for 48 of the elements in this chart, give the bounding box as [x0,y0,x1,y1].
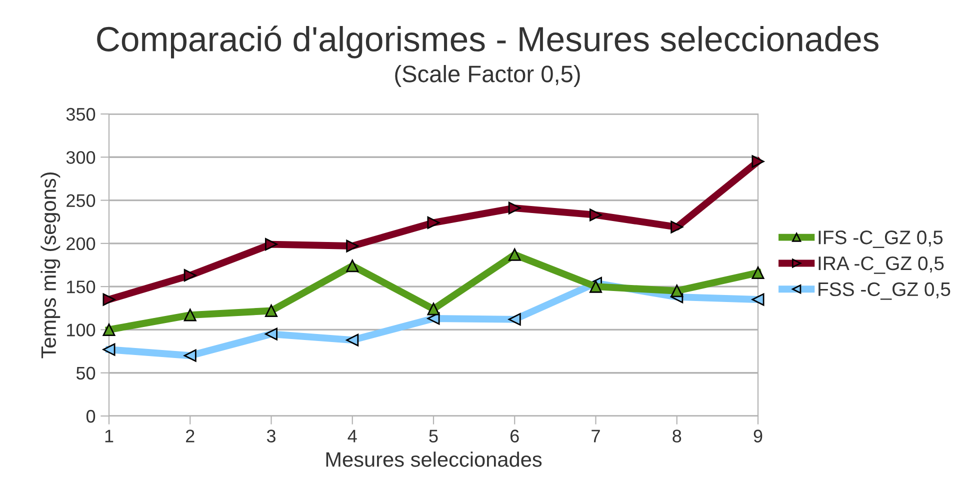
point [346,334,359,346]
x-axis-title: Mesures seleccionades [326,452,542,467]
y-axis-title: Temps mig (segons) [40,172,60,358]
legend-label: IRA -C_GZ 0,5 [818,256,944,274]
y-tick-label: 350 [66,108,96,121]
x-tick-label: 7 [592,430,600,442]
point [184,269,196,282]
x-tick-label: 1 [105,430,114,442]
point [590,280,602,293]
x-tick-label: 3 [266,430,276,442]
point [427,216,440,229]
x-tick-label: 4 [348,430,357,442]
point [670,220,684,234]
point [102,343,116,356]
point [427,302,440,316]
point [670,284,684,298]
legend-label: FSS -C_GZ 0,5 [818,282,950,300]
y-tick-label: 150 [67,280,96,294]
point [508,248,521,261]
y-tick-label: 100 [67,324,96,336]
x-tick-label: 2 [186,430,194,442]
point [102,293,116,306]
point [590,208,602,222]
point [184,349,196,362]
point [265,304,278,317]
y-tick-label: 300 [66,151,96,164]
y-tick-label: 200 [66,237,96,250]
y-tick-label: 250 [66,194,96,208]
x-tick-label: 9 [754,430,762,442]
point [508,202,521,214]
x-tick-label: 8 [672,430,682,442]
point [427,312,440,325]
point [184,308,196,322]
point [752,155,764,168]
point [346,260,359,272]
point [346,240,359,252]
chart-subtitle: (Scale Factor 0,5) [395,64,580,87]
chart-title: Comparació d'algorismes - Mesures seleccionades [97,26,878,58]
point [752,293,764,306]
x-tick-label: 6 [510,430,519,442]
point [265,328,278,340]
x-tick-label: 5 [429,430,438,442]
y-tick-label: 50 [76,366,96,380]
y-tick-label: 0 [86,410,96,423]
legend-label: IFS -C_GZ 0,5 [818,230,943,248]
point [265,238,278,251]
point [752,266,764,280]
point [508,313,521,326]
